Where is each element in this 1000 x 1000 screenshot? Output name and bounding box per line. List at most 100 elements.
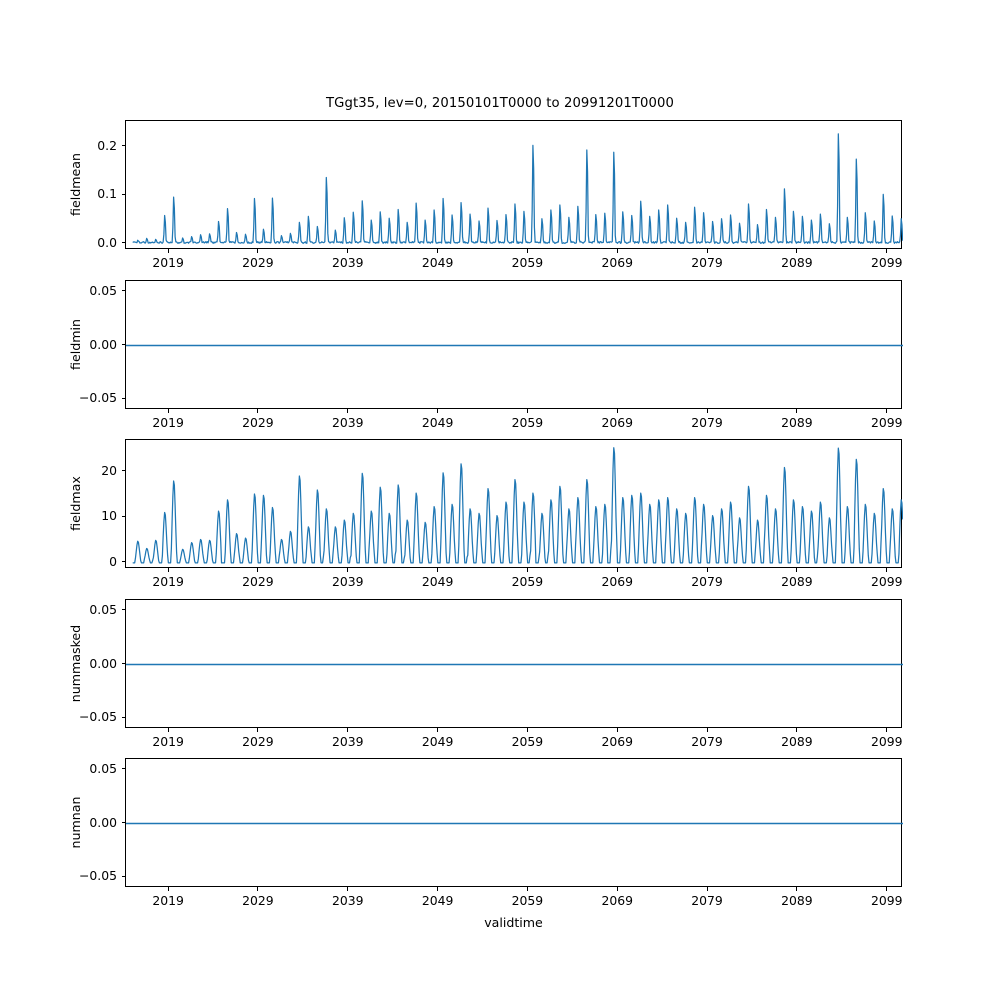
subplot-nummasked (125, 599, 903, 728)
series-fieldmin (126, 344, 903, 347)
x-tick-label: 2029 (242, 415, 274, 430)
x-tick-label: 2079 (691, 255, 723, 270)
x-tick-label: 2069 (601, 734, 633, 749)
y-tickmark (121, 768, 125, 770)
x-tickmark (167, 728, 169, 732)
x-tickmark (526, 249, 528, 253)
x-tickmark (257, 409, 259, 413)
x-tick-label: 2099 (870, 574, 903, 589)
x-tick-label: 2069 (601, 893, 633, 908)
y-tick-label: 0.05 (89, 760, 117, 776)
x-tickmark (706, 728, 708, 732)
x-tick-label: 2089 (781, 893, 813, 908)
x-tick-label: 2039 (331, 415, 364, 430)
y-tick-label: 10 (101, 508, 117, 524)
x-tickmark (437, 887, 439, 891)
x-tickmark (347, 568, 349, 572)
x-tick-label: 2059 (511, 893, 544, 908)
y-tickmark (121, 242, 125, 244)
x-tick-label: 2019 (152, 574, 184, 589)
x-tickmark (437, 728, 439, 732)
y-tick-label: −0.05 (79, 868, 117, 884)
x-tick-label: 2039 (331, 734, 364, 749)
x-tick-label: 2069 (601, 415, 633, 430)
x-tickmark (257, 887, 259, 891)
x-tickmark (706, 409, 708, 413)
y-tick-label: 0.00 (89, 655, 117, 671)
x-tickmark (616, 249, 618, 253)
x-tickmark (886, 568, 888, 572)
y-tickmark (121, 716, 125, 718)
x-tickmark (347, 728, 349, 732)
x-tick-label: 2079 (691, 415, 723, 430)
x-tick-label: 2089 (781, 574, 813, 589)
x-tickmark (886, 728, 888, 732)
x-tickmark (886, 249, 888, 253)
y-tick-label: 0.00 (89, 336, 117, 352)
x-tick-label: 2069 (601, 255, 633, 270)
y-tickmark (121, 397, 125, 399)
x-tickmark (796, 887, 798, 891)
x-tickmark (526, 409, 528, 413)
x-tick-label: 2049 (421, 734, 454, 749)
x-tick-label: 2099 (870, 255, 903, 270)
x-tickmark (616, 728, 618, 732)
y-tickmark (121, 515, 125, 517)
x-tickmark (257, 728, 259, 732)
y-tick-label: 0.05 (89, 282, 117, 298)
x-tickmark (616, 409, 618, 413)
x-tick-label: 2029 (242, 734, 274, 749)
x-tickmark (167, 568, 169, 572)
y-tick-label: 0.0 (97, 234, 117, 250)
x-tickmark (347, 409, 349, 413)
x-tick-label: 2029 (242, 893, 274, 908)
x-tick-label: 2059 (511, 734, 544, 749)
y-tickmark (121, 875, 125, 877)
x-tick-label: 2059 (511, 415, 544, 430)
x-tickmark (616, 568, 618, 572)
x-tickmark (526, 887, 528, 891)
y-tick-label: 0.1 (97, 186, 117, 202)
data-line (132, 447, 903, 564)
y-tick-label: 0.00 (89, 814, 117, 830)
x-tickmark (706, 249, 708, 253)
x-tick-label: 2029 (242, 255, 274, 270)
x-tick-label: 2029 (242, 574, 274, 589)
y-tick-label: −0.05 (79, 709, 117, 725)
x-tickmark (886, 887, 888, 891)
x-tick-label: 2089 (781, 255, 813, 270)
y-axis-label-fieldmax: fieldmax (67, 475, 83, 531)
x-tick-label: 2019 (152, 734, 184, 749)
x-tick-label: 2079 (691, 893, 723, 908)
x-tick-label: 2019 (152, 415, 184, 430)
y-tick-label: −0.05 (79, 390, 117, 406)
x-tick-label: 2039 (331, 893, 364, 908)
series-fieldmax (132, 447, 903, 564)
x-axis-label: validtime (484, 915, 543, 930)
y-tickmark (121, 193, 125, 195)
data-line (132, 133, 903, 244)
x-tick-label: 2049 (421, 893, 454, 908)
series-nummasked (126, 663, 903, 666)
x-tick-label: 2039 (331, 255, 364, 270)
y-tickmark (121, 470, 125, 472)
x-tickmark (616, 887, 618, 891)
x-tickmark (796, 728, 798, 732)
x-tick-label: 2099 (870, 415, 903, 430)
x-tickmark (886, 409, 888, 413)
x-tick-label: 2059 (511, 255, 544, 270)
subplot-fieldmax (125, 439, 903, 568)
x-tick-label: 2039 (331, 574, 364, 589)
x-tickmark (796, 249, 798, 253)
x-tickmark (706, 887, 708, 891)
subplot-numnan (125, 758, 903, 887)
x-tickmark (167, 249, 169, 253)
x-tick-label: 2049 (421, 415, 454, 430)
x-tickmark (257, 568, 259, 572)
x-tickmark (526, 568, 528, 572)
x-tickmark (167, 887, 169, 891)
x-tick-label: 2089 (781, 415, 813, 430)
x-tickmark (347, 249, 349, 253)
y-tick-label: 0 (109, 553, 117, 569)
